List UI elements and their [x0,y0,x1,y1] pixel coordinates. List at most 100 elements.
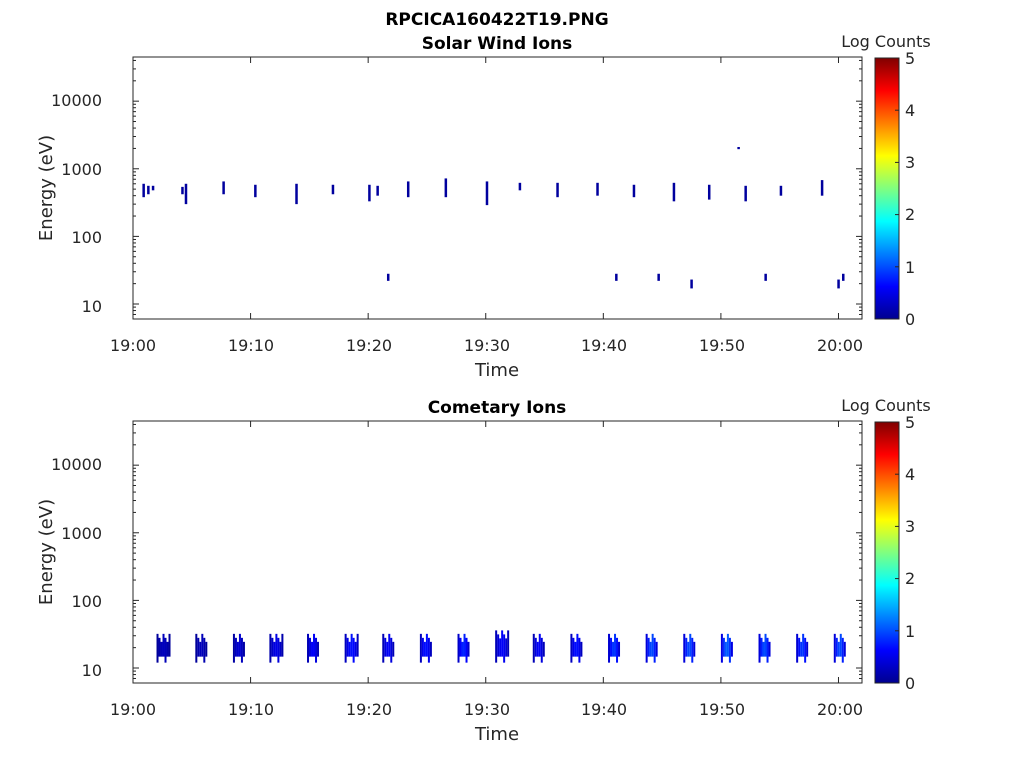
data-cell [503,634,506,663]
data-cell [766,637,769,663]
colorbar-tick-label: 1 [905,258,915,277]
colorbar-label: Log Counts [841,396,931,415]
data-cell [647,637,650,657]
data-cell [833,633,836,663]
data-cell [691,637,694,663]
data-cell [344,633,347,663]
data-cell [346,637,349,657]
data-cell [651,633,654,657]
data-cell [578,637,581,663]
data-cell [376,185,379,196]
colorbar-tick-label: 0 [905,310,915,329]
data-cell [392,641,395,657]
x-tick-marks [132,421,839,683]
data-cell [726,633,729,657]
data-cell [806,641,809,657]
data-cell [576,633,579,657]
data-cell [313,633,316,657]
data-cell [461,641,464,657]
data-cell [843,641,846,657]
data-cell [499,638,502,657]
y-tick-label: 100 [71,228,102,247]
data-cell [232,633,235,663]
data-cell [495,630,498,663]
colorbar-tick-label: 2 [905,569,915,588]
data-cell [570,633,573,663]
data-cell [158,637,161,657]
data-cell [556,182,559,198]
colorbar-tick-label: 3 [905,153,915,172]
data-cell [657,273,660,281]
data-cell [612,641,615,657]
data-cell [804,637,807,663]
data-cell [234,637,237,657]
data-cell [507,630,510,657]
data-cell [618,641,621,657]
data-cell [779,185,783,196]
x-tick-label: 20:00 [817,336,863,355]
data-cell [277,637,280,663]
data-cell [166,641,169,657]
data-cell [800,641,803,657]
data-cell [429,641,432,657]
x-tick-label: 19:20 [346,336,392,355]
data-cell [331,184,335,195]
colorbar-gradient [874,421,900,684]
data-cell [655,641,658,657]
data-cell [764,633,767,657]
data-cell [156,633,159,663]
panel-title: Cometary Ions [428,398,567,418]
data-cell [580,641,583,657]
data-cell [574,641,577,657]
data-cell [354,641,357,657]
x-tick-label: 19:10 [228,700,274,719]
data-cell [616,637,619,663]
data-cell [203,637,206,663]
data-cells [142,146,845,289]
data-cell [181,186,184,195]
data-cell [707,184,711,200]
data-cell [835,637,838,657]
data-cell [317,641,320,657]
y-tick-marks [133,423,862,684]
plot-area [132,56,863,320]
data-cell [160,641,163,657]
data-cells [156,630,846,663]
data-cell [279,641,282,657]
data-cell [459,637,462,657]
data-cell [837,641,840,657]
data-cell [168,633,171,657]
y-axis-label: Energy (eV) [36,135,57,241]
y-tick-label: 10000 [51,91,102,110]
data-cell [457,633,460,663]
data-cell [744,185,747,202]
data-cell [184,183,188,205]
data-cell [614,633,617,657]
data-cell [762,641,765,657]
data-cell [693,641,696,657]
data-cell [653,637,656,663]
x-tick-label: 19:50 [699,700,745,719]
data-cell [352,637,355,663]
data-cell [728,637,731,663]
x-tick-label: 19:30 [464,700,510,719]
colorbar-tick-marks [895,57,899,320]
colorbar-tick-label: 0 [905,674,915,693]
colorbar-label: Log Counts [841,32,931,51]
data-cell [724,641,727,657]
data-cell [307,633,310,663]
colorbar: Log Counts 0 1 2 3 4 5 [841,32,931,329]
panel-solar-wind: Solar Wind Ions 10000 1000 100 10 19:00 … [36,32,931,381]
data-cell [672,182,676,202]
data-cell [463,633,466,657]
x-axis-label: Time [474,360,519,381]
data-cell [348,641,351,657]
data-cell [201,633,204,657]
x-tick-label: 19:00 [110,336,156,355]
data-cell [273,641,276,657]
data-cell [518,182,522,191]
data-cell [685,637,688,657]
data-cell [596,182,599,196]
data-cell [388,633,391,657]
